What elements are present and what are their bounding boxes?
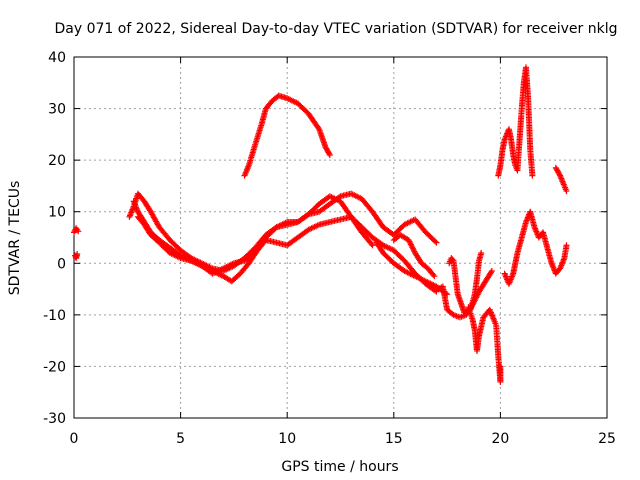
y-tick-label: -20 [43,359,66,375]
data-point [75,228,82,235]
data-point-fill [430,271,437,278]
y-tick-label: 0 [57,256,66,272]
data-point [433,239,440,246]
x-axis-label: GPS time / hours [281,459,398,475]
data-point-fill [556,171,563,178]
data-point-fill [336,194,343,201]
x-tick-label: 10 [278,431,296,447]
x-tick-label: 20 [491,431,509,447]
y-tick-label: 10 [48,205,66,221]
data-point [563,188,570,195]
grid [74,57,607,418]
data-point [478,249,485,256]
x-tick-label: 5 [176,431,185,447]
y-tick-label: 20 [48,153,66,169]
data-point [488,268,495,275]
data-point [74,251,81,258]
data-point-fill [432,238,439,245]
data-point [563,242,570,249]
chart-title: Day 071 of 2022, Sidereal Day-to-day VTE… [55,21,618,37]
data-point [497,363,504,370]
data-point [529,172,536,179]
x-tick-label: 25 [598,431,616,447]
data-point [326,151,333,158]
data-point-fill [304,212,311,219]
y-tick-label: 40 [48,50,66,66]
data-point-fill [488,269,495,276]
data-point [369,242,376,249]
y-tick-label: 30 [48,102,66,118]
data-point-fill [326,150,333,157]
x-tick-label: 0 [70,431,79,447]
data-point-fill [368,240,375,247]
data-point-fill [449,256,456,263]
y-axis-label: SDTVAR / TECUs [7,181,23,296]
y-tick-label: -30 [43,411,66,427]
y-tick-label: -10 [43,308,66,324]
plot-frame [73,56,608,419]
data-points [71,64,570,385]
data-point [431,273,438,280]
axis-ticks: 0 5 10 15 20 25 -30 -20 -10 0 10 20 30 40 [43,50,616,447]
x-tick-label: 15 [385,431,403,447]
